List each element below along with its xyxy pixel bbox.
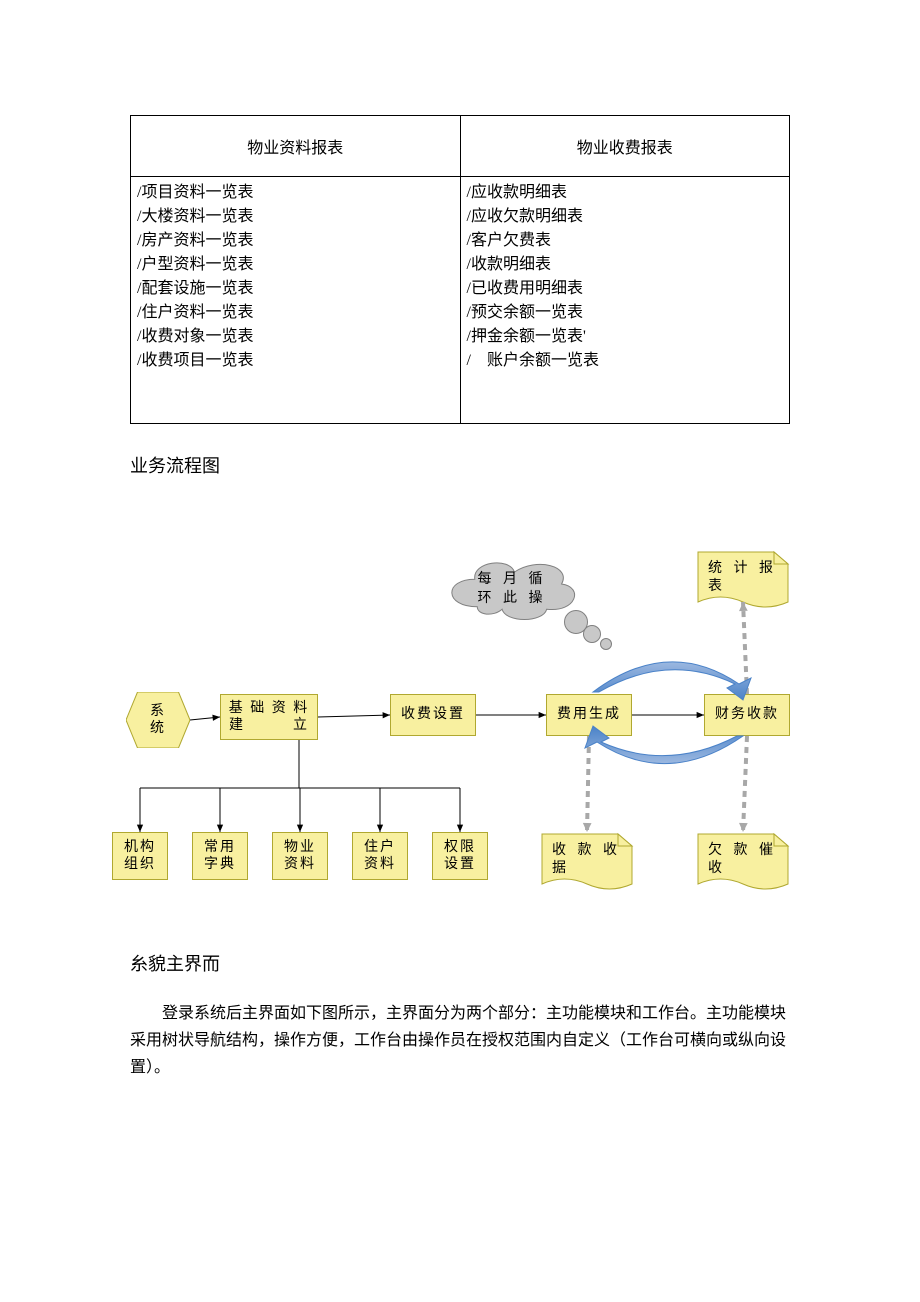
report-list-left: /项目资料一览表 /大楼资料一览表 /房产资料一览表 /户型资料一览表 /配套设… (137, 181, 454, 373)
list-item: /收费对象一览表 (137, 325, 454, 349)
document-page: 物业资料报表 物业收费报表 /项目资料一览表 /大楼资料一览表 /房产资料一览表… (0, 0, 920, 1142)
list-item: /项目资料一览表 (137, 181, 454, 205)
section-title-flow: 业务流程图 (130, 452, 790, 478)
thought-bubble (583, 625, 601, 643)
list-item: /收费项目一览表 (137, 349, 454, 373)
thought-bubble (600, 638, 612, 650)
list-item: /配套设施一览表 (137, 277, 454, 301)
section-title-ui: 糸貌主界而 (130, 950, 790, 976)
flow-edge (132, 780, 148, 840)
report-table: 物业资料报表 物业收费报表 /项目资料一览表 /大楼资料一览表 /房产资料一览表… (130, 115, 790, 424)
list-item: /大楼资料一览表 (137, 205, 454, 229)
flowchart-diagram: 系 统基 础 资 料 建 立收费设置费用生成财务收款机构 组织常用 字典物业 资… (100, 502, 820, 922)
list-item: /应收欠款明细表 (467, 205, 784, 229)
table-header-left: 物业资料报表 (131, 116, 461, 177)
list-item: /收款明细表 (467, 253, 784, 277)
list-item: /预交余额一览表 (467, 301, 784, 325)
list-item: / 账户余额一览表 (467, 349, 784, 373)
list-item: /户型资料一览表 (137, 253, 454, 277)
flow-edge (310, 707, 398, 725)
flow-cloud-cloud: 每 月 循 环 此 操 (450, 560, 574, 620)
list-item: /已收费用明细表 (467, 277, 784, 301)
ui-paragraph: 登录系统后主界面如下图所示，主界面分为两个部分：主功能模块和工作台。主功能模块采… (130, 1000, 790, 1082)
flow-edge (182, 709, 228, 728)
flow-curved-arrow-top (579, 644, 767, 704)
flow-edge (372, 780, 388, 840)
list-item: /应收款明细表 (467, 181, 784, 205)
flow-node-feeset: 收费设置 (390, 694, 476, 736)
table-cell-right: /应收款明细表 /应收欠款明细表 /客户欠费表 /收款明细表 /已收费用明细表 … (460, 177, 790, 424)
flow-curved-arrow-bottom (579, 728, 767, 788)
flow-edge (292, 780, 308, 840)
table-cell-left: /项目资料一览表 /大楼资料一览表 /房产资料一览表 /户型资料一览表 /配套设… (131, 177, 461, 424)
report-list-right: /应收款明细表 /应收欠款明细表 /客户欠费表 /收款明细表 /已收费用明细表 … (467, 181, 784, 373)
flow-edge (624, 707, 712, 723)
flow-edge (452, 780, 468, 840)
list-item: /押金余额一览表' (467, 325, 784, 349)
list-item: /客户欠费表 (467, 229, 784, 253)
table-header-right: 物业收费报表 (460, 116, 790, 177)
list-item: /房产资料一览表 (137, 229, 454, 253)
flow-node-system: 系 统 (126, 692, 190, 748)
flow-edge (468, 707, 554, 723)
flow-edge (212, 780, 228, 840)
list-item: /住户资料一览表 (137, 301, 454, 325)
